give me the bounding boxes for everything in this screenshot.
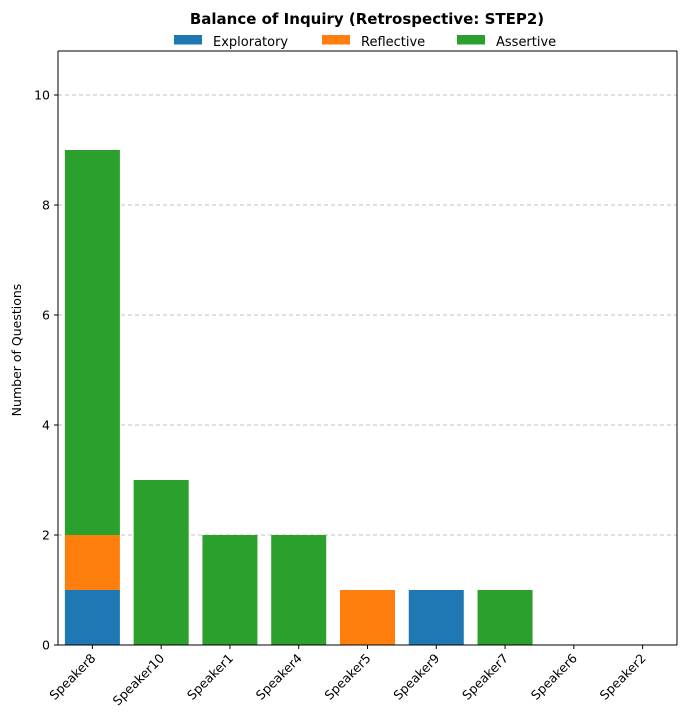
x-tick-label: Speaker1 bbox=[184, 651, 236, 703]
y-tick-label: 10 bbox=[34, 88, 50, 103]
legend-label-reflective: Reflective bbox=[361, 35, 425, 50]
legend-swatch-exploratory bbox=[174, 35, 202, 45]
legend-label-assertive: Assertive bbox=[496, 35, 556, 50]
x-tick-label: Speaker7 bbox=[459, 651, 511, 703]
legend: Exploratory Reflective Assertive bbox=[174, 35, 556, 50]
y-tick-label: 2 bbox=[42, 528, 50, 543]
y-ticks: 0 2 4 6 8 10 bbox=[34, 88, 58, 653]
bar-assertive-speaker4 bbox=[271, 535, 327, 645]
x-ticks: Speaker8 Speaker10 Speaker1 Speaker4 Speaker… bbox=[46, 645, 649, 708]
grid bbox=[58, 94, 677, 536]
x-tick-label: Speaker2 bbox=[597, 651, 649, 703]
x-tick-label: Speaker9 bbox=[390, 650, 442, 702]
bar-assertive-speaker10 bbox=[133, 480, 189, 645]
bar-assertive-speaker7 bbox=[477, 590, 533, 645]
y-tick-label: 8 bbox=[42, 198, 50, 213]
bar-assertive-speaker8 bbox=[64, 150, 120, 535]
x-tick-label: Speaker10 bbox=[109, 650, 167, 708]
y-tick-label: 4 bbox=[42, 418, 50, 433]
bars bbox=[64, 150, 533, 645]
x-tick-label: Speaker5 bbox=[321, 651, 373, 703]
bar-reflective-speaker5 bbox=[339, 590, 396, 645]
legend-swatch-assertive bbox=[457, 35, 485, 45]
y-axis-label: Number of Questions bbox=[9, 284, 24, 417]
x-tick-label: Speaker4 bbox=[253, 650, 305, 702]
y-tick-label: 0 bbox=[42, 638, 50, 653]
bar-exploratory-speaker8 bbox=[64, 590, 120, 645]
legend-label-exploratory: Exploratory bbox=[213, 35, 288, 50]
bar-assertive-speaker1 bbox=[202, 535, 258, 645]
chart-title: Balance of Inquiry (Retrospective: STEP2… bbox=[190, 10, 544, 28]
legend-swatch-reflective bbox=[322, 35, 350, 45]
bar-exploratory-speaker9 bbox=[408, 590, 464, 645]
bar-reflective-speaker8 bbox=[64, 535, 120, 590]
x-tick-label: Speaker6 bbox=[528, 650, 580, 702]
y-tick-label: 6 bbox=[42, 308, 50, 323]
x-tick-label: Speaker8 bbox=[46, 650, 98, 702]
